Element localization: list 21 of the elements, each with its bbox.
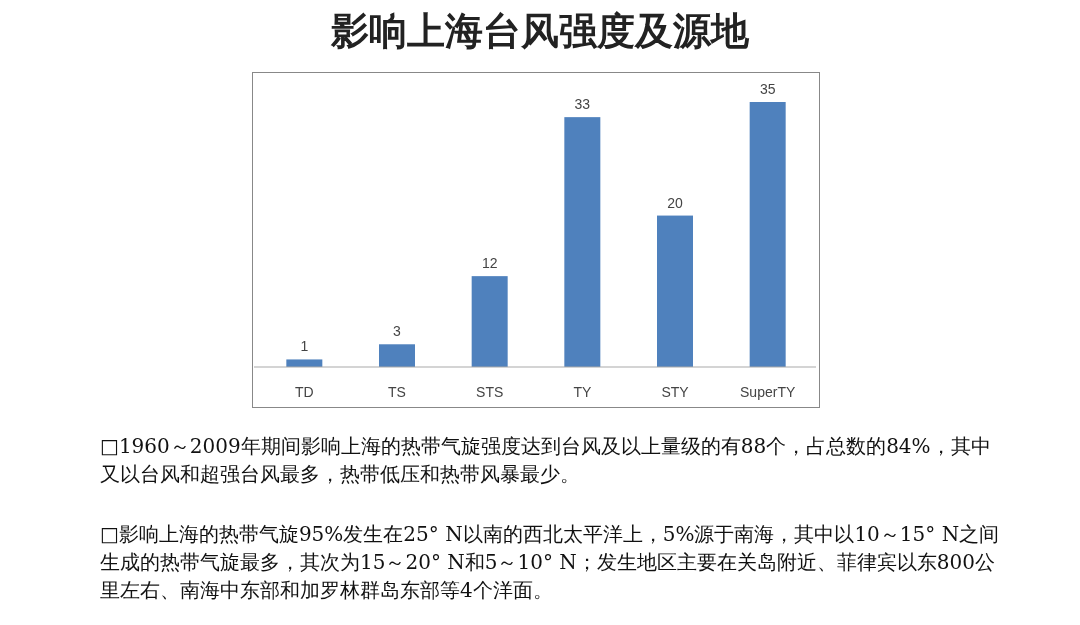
bar — [749, 102, 786, 367]
text: □1960～2009年期间影响上海的热带气旋强度达到台风及以上量级的有88个，占总数的84%，其中又以台风和超强台风最多，热带低压和热带风暴最少。 — [100, 433, 992, 488]
bar — [564, 117, 601, 367]
data-label: 3 — [393, 323, 402, 340]
data-label: 33 — [574, 96, 591, 113]
x-tick-label: STS — [476, 384, 504, 400]
x-tick-label: TS — [388, 384, 406, 400]
x-tick-label: TY — [573, 384, 592, 400]
x-tick-label: TD — [295, 384, 314, 400]
data-label: 12 — [481, 255, 498, 272]
bar — [471, 276, 508, 367]
x-tick-label: STY — [661, 384, 690, 400]
text: □影响上海的热带气旋95%发生在25° N以南的西北太平洋上，5%源于南海，其中以10～15° N之间生成的热带气旋最多，其次为15～20° N和5～10° N；发生地区主要在关岛附近、菲律宾以东800公里左右、南海中东部和加罗林群岛东部等4个洋面。 — [100, 521, 1000, 604]
bar — [657, 215, 693, 367]
data-label: 35 — [759, 81, 776, 97]
x-tick-label: SuperTY — [740, 384, 796, 400]
bar — [379, 344, 415, 367]
chart-title: 影响上海台风强度及源地 — [330, 8, 750, 55]
bar — [286, 359, 323, 367]
data-label: 1 — [300, 338, 309, 355]
data-label: 20 — [667, 194, 683, 211]
